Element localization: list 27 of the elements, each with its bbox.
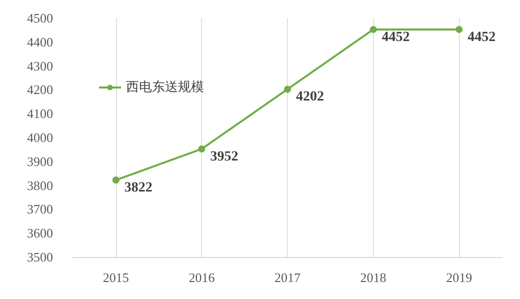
data-label: 4202 (296, 90, 324, 105)
x-tick-label: 2016 (188, 270, 216, 285)
y-tick-label: 3900 (27, 154, 53, 169)
y-tick-label: 4200 (27, 82, 53, 98)
x-tick-label: 2015 (102, 270, 129, 285)
x-tick-label: 2018 (360, 270, 386, 285)
data-label: 3952 (210, 149, 238, 164)
y-tick-label: 3700 (27, 202, 53, 217)
legend-label: 西电东送规模 (126, 80, 204, 95)
y-tick-label: 3800 (27, 178, 53, 193)
point (112, 176, 120, 184)
y-tick-label: 4300 (27, 58, 53, 74)
point (456, 26, 463, 33)
y-tick-label: 4100 (27, 106, 53, 122)
data-label: 3822 (124, 180, 152, 196)
y-tick-label: 3500 (27, 250, 53, 264)
x-tick-label: 2019 (446, 270, 472, 285)
y-tick-label: 4400 (27, 34, 53, 50)
data-label: 4452 (468, 30, 496, 45)
data-label: 4452 (382, 30, 410, 45)
x-tick-label: 2017 (274, 270, 301, 285)
y-tick-label: 4500 (27, 10, 53, 26)
point (198, 145, 206, 152)
point (370, 26, 377, 33)
y-tick-label: 4000 (27, 130, 53, 145)
point (284, 86, 291, 93)
y-tick-label: 3600 (27, 226, 53, 241)
